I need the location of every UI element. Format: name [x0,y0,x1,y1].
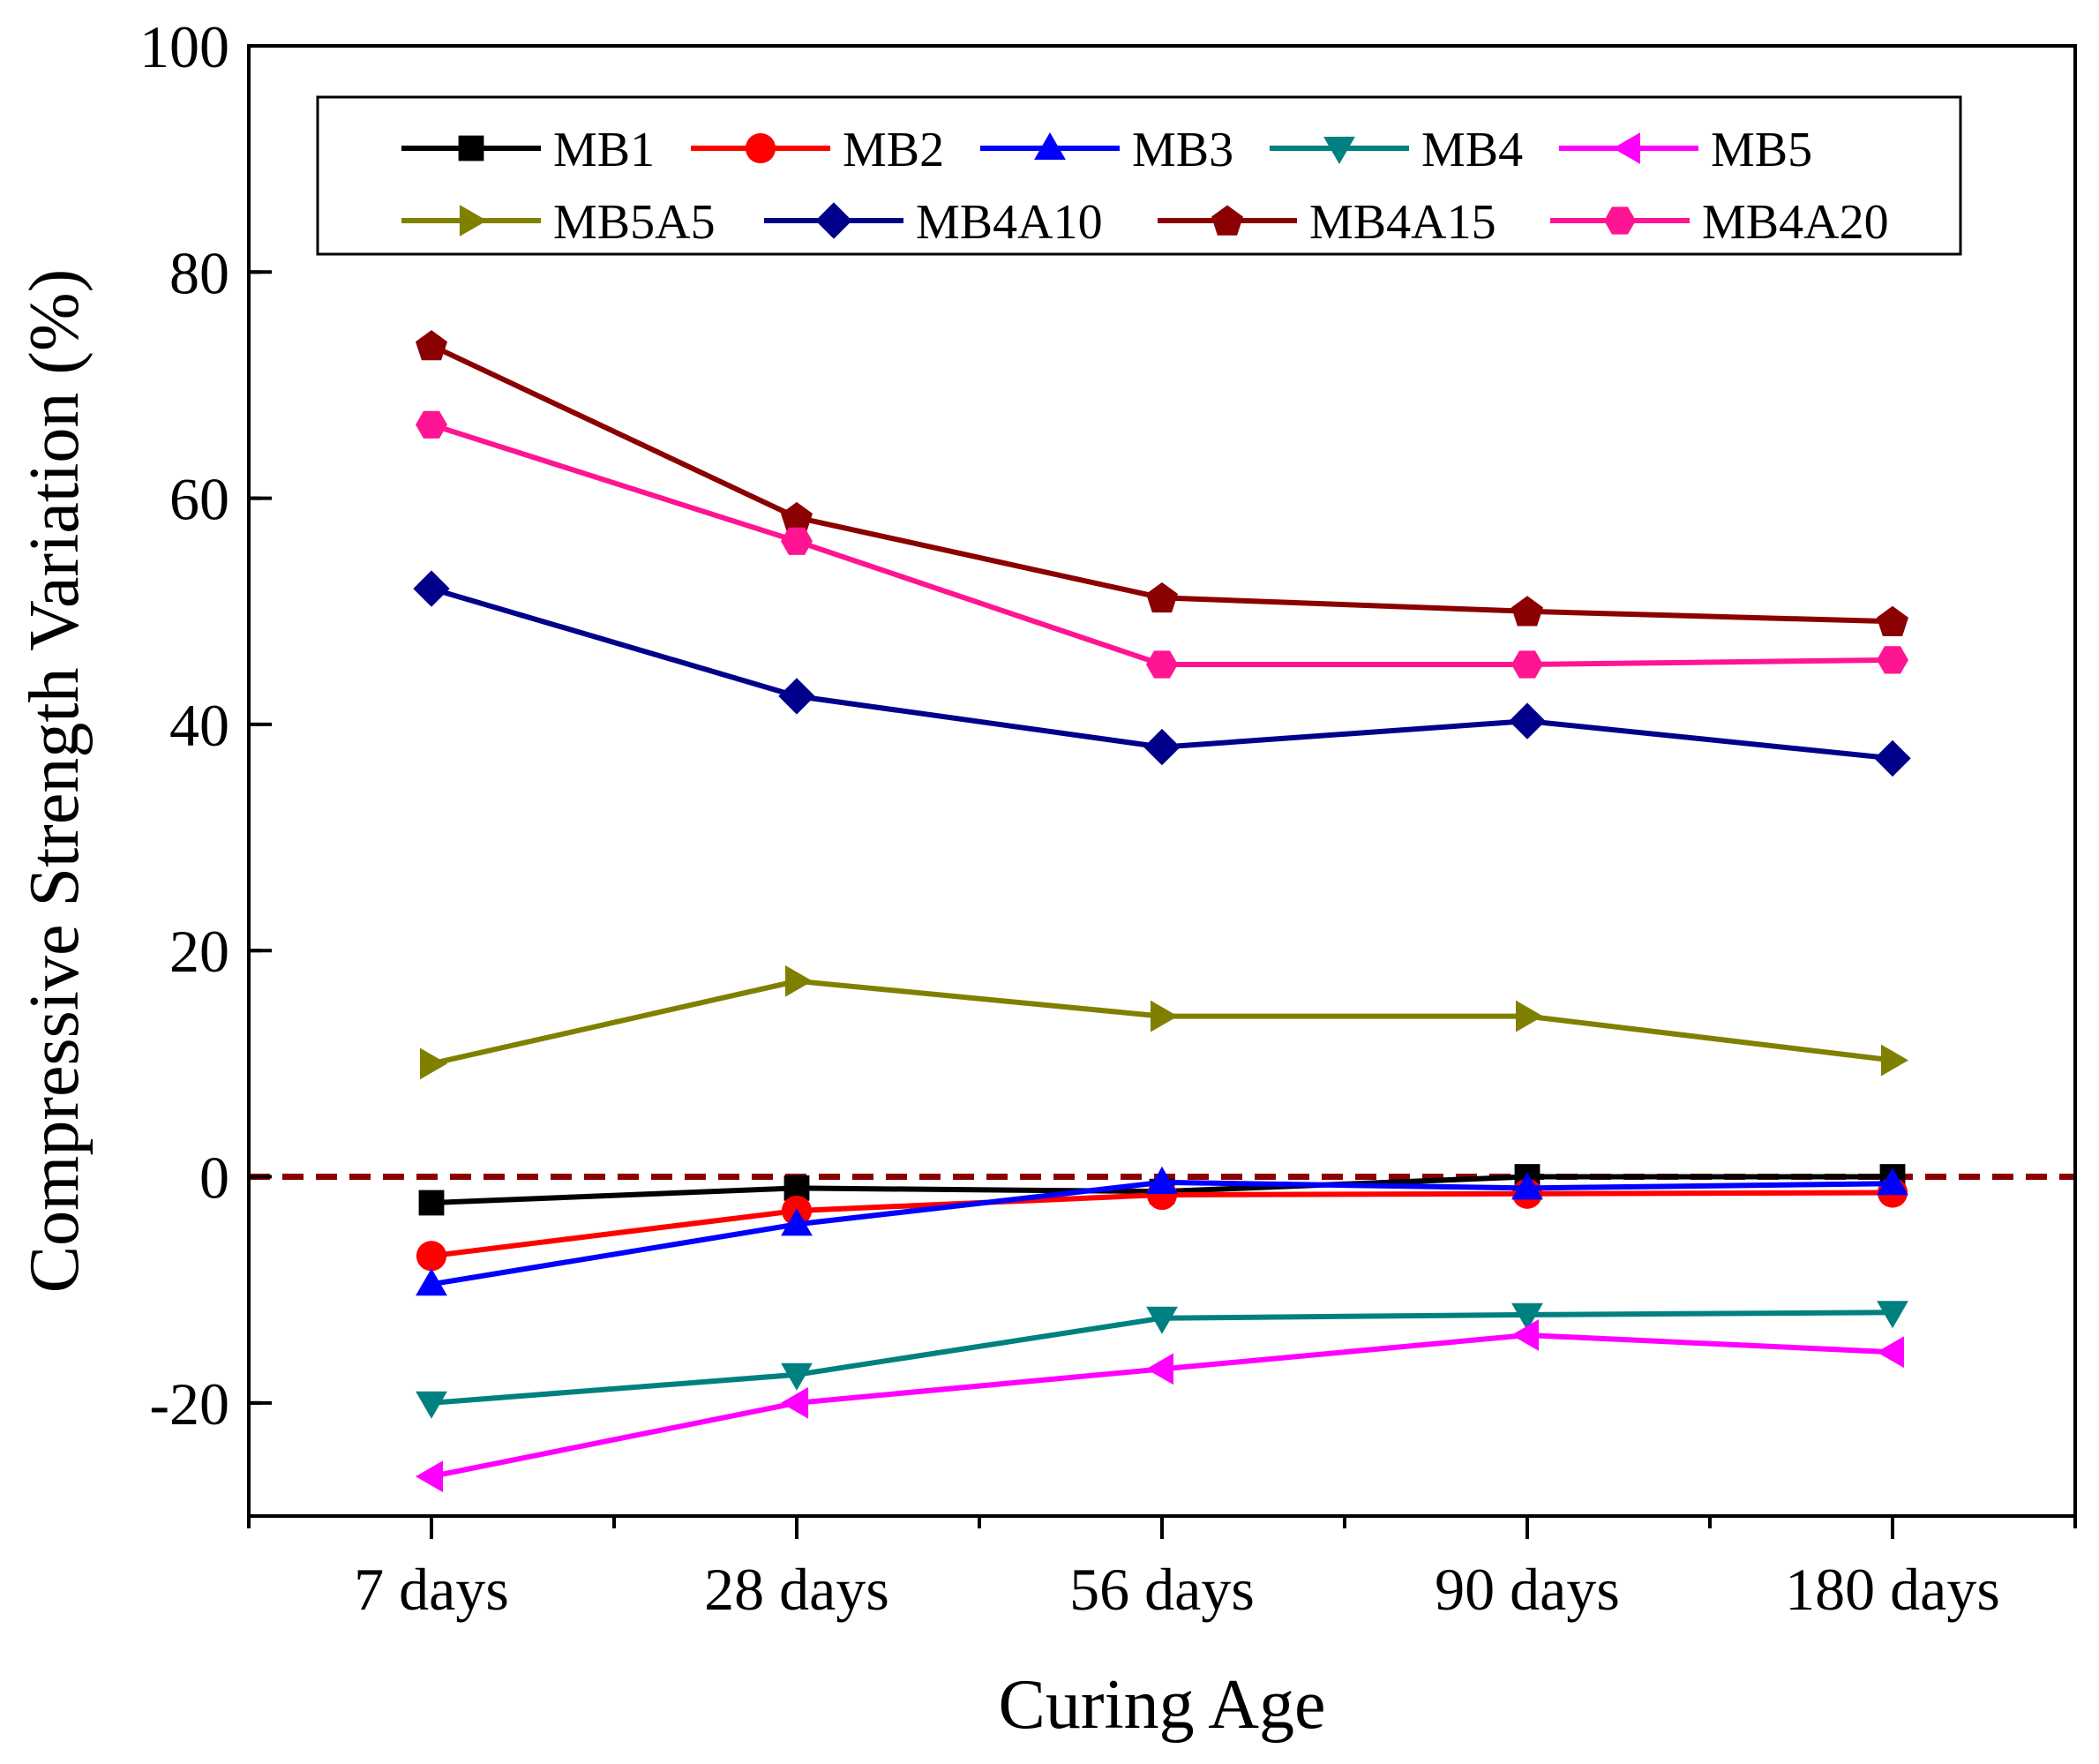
x-axis-title: Curing Age [998,1666,1325,1744]
data-point [1146,1353,1173,1385]
series-mb5 [416,1319,1904,1493]
legend-item-mb4a15: MB4A15 [1158,195,1496,250]
x-tick-label: 180 days [1785,1556,2000,1623]
series-line [431,422,1893,667]
data-point [416,1241,447,1272]
data-point [1881,1044,1908,1077]
legend-label: MB2 [843,123,944,177]
legend-marker [1613,132,1640,164]
legend-label: MB5 [1711,123,1812,177]
data-point [418,1190,445,1216]
data-point [1877,605,1908,636]
data-point [781,527,813,555]
series-layer [413,330,1911,1493]
data-point [781,1362,813,1391]
legend-item-mb4a10: MB4A10 [764,195,1103,250]
x-tick-label: 90 days [1435,1556,1620,1623]
series-line [431,1332,1893,1480]
legend-item-mb2: MB2 [691,123,944,177]
series-line [430,342,1893,625]
y-tick-label: 80 [169,239,229,306]
legend-item-mb4: MB4 [1270,123,1523,177]
series-mb3 [416,1166,1908,1296]
legend: MB1 MB2 MB3 MB4 MB5 MB5A5 MB4A10 MB4A15 MB4A20 [316,95,1962,256]
series-mb4a15 [416,330,1908,636]
y-tick-label: 40 [169,692,229,759]
plot-frame [247,44,2077,1518]
data-point [1146,1166,1178,1194]
legend-label: MB4A20 [1702,195,1889,250]
legend-label: MB4A10 [916,195,1103,250]
legend-item-mb5a5: MB5A5 [401,195,716,250]
legend-label: MB3 [1132,123,1233,177]
y-tick-label: 20 [169,918,229,985]
data-point [1877,1301,1908,1329]
legend-marker [458,135,484,161]
legend-marker [1604,206,1636,235]
x-tick-label: 28 days [704,1556,889,1623]
legend-marker [1211,205,1243,236]
data-point [784,965,813,997]
data-point [419,1047,447,1080]
legend-item-mb4a20: MB4A20 [1550,195,1889,250]
data-point [416,1268,447,1296]
data-point [781,501,813,533]
legend-marker [459,205,487,236]
data-point [1146,650,1178,679]
data-point [1511,1302,1543,1331]
data-point [413,570,450,607]
data-point [1874,739,1911,777]
data-point [1151,1000,1178,1032]
series-mb4 [416,1301,1908,1419]
series-mb4a10 [413,570,1911,777]
legend-label: MB4A15 [1309,195,1496,250]
data-point [416,1460,444,1493]
data-point [416,330,447,361]
data-point [781,1208,813,1236]
data-point [781,1386,809,1419]
data-point [1511,1319,1539,1351]
data-point [1511,596,1543,627]
axis-layer: -20 0 20 40 60 80 100 7 days 28 days 56 days 90 da… [139,13,2077,1623]
series-mb4a20 [416,410,1908,679]
y-tick-label: 60 [169,466,229,533]
x-tick-label: 56 days [1069,1556,1255,1623]
data-point [1877,1167,1908,1196]
legend-marker [1323,136,1355,164]
legend-item-mb1: MB1 [401,123,655,177]
data-point [1146,1306,1178,1334]
data-point [1143,728,1181,766]
data-point [1146,582,1178,613]
y-tick-label: -20 [149,1370,229,1437]
legend-item-mb3: MB3 [980,123,1233,177]
x-tick-label: 7 days [354,1556,509,1623]
series-mb5a5 [419,965,1908,1080]
legend-marker [745,132,776,164]
legend-marker [1034,132,1066,160]
legend-marker [815,202,852,239]
legend-frame [316,95,1962,256]
y-tick-label: 0 [199,1145,229,1212]
data-point [1509,702,1546,739]
legend-label: MB5A5 [553,195,716,250]
y-axis-title: Compressive Strength Variation (%) [16,269,94,1294]
data-point [1516,1000,1543,1032]
data-point [778,678,815,715]
legend-label: MB1 [553,123,655,177]
legend-label: MB4 [1421,123,1523,177]
data-point [1877,1336,1904,1369]
data-point [1877,646,1908,674]
legend-item-mb5: MB5 [1559,123,1812,177]
y-tick-label: 100 [139,13,229,80]
data-point [416,410,447,439]
data-point [1511,1172,1543,1200]
data-point [416,1391,447,1419]
data-point [1511,650,1543,679]
